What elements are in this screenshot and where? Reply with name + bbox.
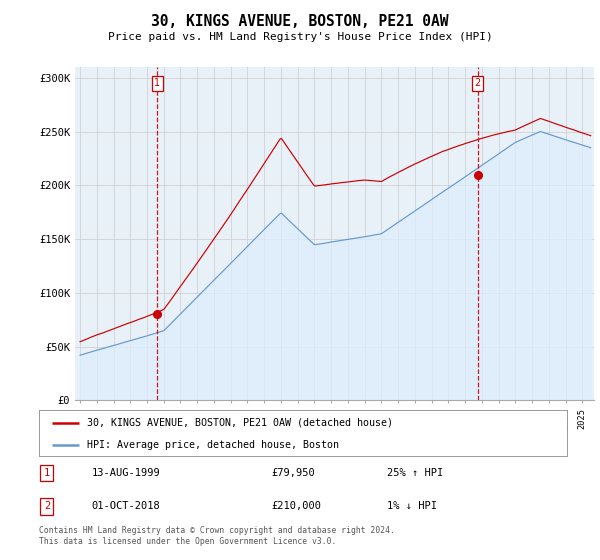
Text: £79,950: £79,950 [271, 468, 315, 478]
Text: Contains HM Land Registry data © Crown copyright and database right 2024.
This d: Contains HM Land Registry data © Crown c… [39, 526, 395, 546]
Text: HPI: Average price, detached house, Boston: HPI: Average price, detached house, Bost… [86, 440, 338, 450]
Text: 01-OCT-2018: 01-OCT-2018 [92, 501, 161, 511]
Text: Price paid vs. HM Land Registry's House Price Index (HPI): Price paid vs. HM Land Registry's House … [107, 32, 493, 43]
Text: £210,000: £210,000 [271, 501, 322, 511]
Text: 25% ↑ HPI: 25% ↑ HPI [388, 468, 444, 478]
Text: 1: 1 [154, 78, 161, 88]
Text: 1: 1 [44, 468, 50, 478]
Text: 1% ↓ HPI: 1% ↓ HPI [388, 501, 437, 511]
Text: 13-AUG-1999: 13-AUG-1999 [92, 468, 161, 478]
Text: 2: 2 [44, 501, 50, 511]
Text: 30, KINGS AVENUE, BOSTON, PE21 0AW: 30, KINGS AVENUE, BOSTON, PE21 0AW [151, 14, 449, 29]
Text: 2: 2 [475, 78, 481, 88]
Text: 30, KINGS AVENUE, BOSTON, PE21 0AW (detached house): 30, KINGS AVENUE, BOSTON, PE21 0AW (deta… [86, 418, 392, 428]
